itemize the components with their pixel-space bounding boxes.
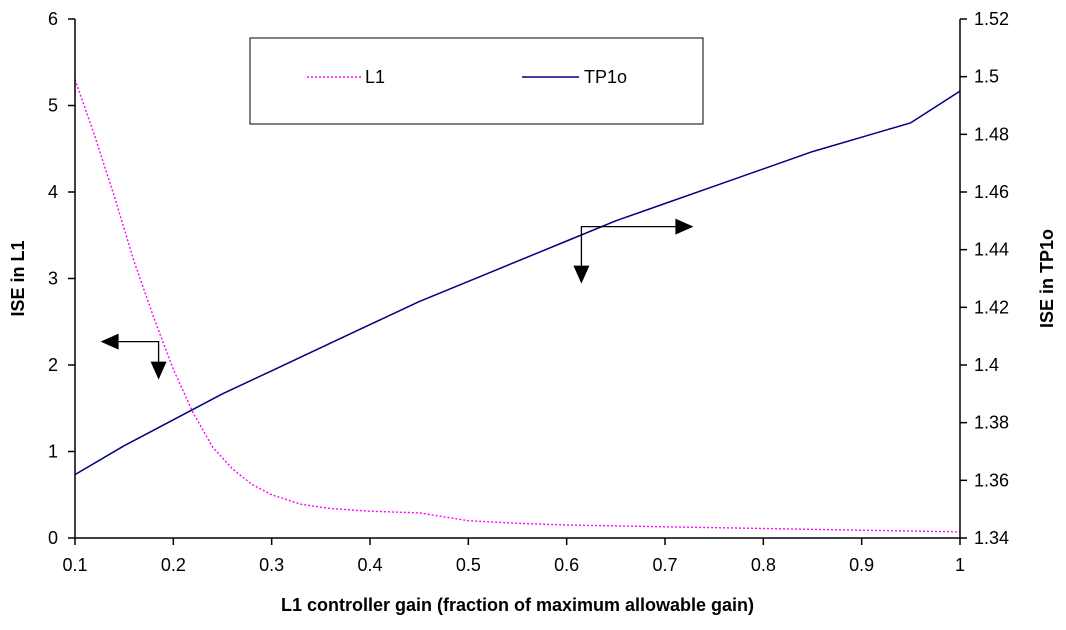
legend-box xyxy=(249,37,704,125)
legend-label-tp1o: TP1o xyxy=(584,67,627,87)
y-left-tick-label: 4 xyxy=(48,182,58,202)
annotation-arrowhead xyxy=(100,333,119,350)
series-line-tp1o xyxy=(74,90,961,476)
x-tick-label: 0.7 xyxy=(652,555,677,575)
annotation-arrow-right-axis xyxy=(573,218,694,284)
x-tick-label: 0.6 xyxy=(554,555,579,575)
y-left-tick-label: 5 xyxy=(48,96,58,116)
y-right-tick-label: 1.48 xyxy=(974,124,1009,144)
x-tick-label: 0.4 xyxy=(357,555,382,575)
x-axis-title: L1 controller gain (fraction of maximum … xyxy=(281,595,754,615)
y-axis-right-title: ISE in TP1o xyxy=(1037,229,1057,328)
annotation-arrowhead xyxy=(573,265,590,284)
y-right-tick-label: 1.34 xyxy=(974,528,1009,548)
annotation-arrowhead xyxy=(675,218,694,235)
series-line-l1 xyxy=(74,79,961,533)
x-tick-label: 0.3 xyxy=(259,555,284,575)
y-left-tick-label: 1 xyxy=(48,442,58,462)
y-left-tick-label: 0 xyxy=(48,528,58,548)
annotation-arrow-left-axis xyxy=(100,333,167,380)
x-tick-label: 0.8 xyxy=(751,555,776,575)
y-right-tick-label: 1.42 xyxy=(974,297,1009,317)
y-right-tick-label: 1.4 xyxy=(974,355,999,375)
series-layer xyxy=(74,79,961,533)
annotation-layer xyxy=(100,218,694,380)
y-right-tick-label: 1.5 xyxy=(974,67,999,87)
y-right-tick-label: 1.38 xyxy=(974,413,1009,433)
x-tick-label: 0.5 xyxy=(456,555,481,575)
x-tick-label: 0.2 xyxy=(161,555,186,575)
y-left-tick-label: 6 xyxy=(48,9,58,29)
legend-label-l1: L1 xyxy=(365,67,385,87)
y-right-tick-label: 1.52 xyxy=(974,9,1009,29)
y-right-tick-label: 1.46 xyxy=(974,182,1009,202)
annotation-bracket xyxy=(116,340,160,364)
annotation-arrowhead xyxy=(150,361,167,380)
y-left-tick-label: 2 xyxy=(48,355,58,375)
y-right-tick-label: 1.36 xyxy=(974,470,1009,490)
legend: L1 TP1o xyxy=(249,37,704,125)
x-tick-label: 1 xyxy=(955,555,965,575)
y-left-tick-label: 3 xyxy=(48,269,58,289)
x-tick-label: 0.1 xyxy=(62,555,87,575)
annotation-bracket xyxy=(580,225,678,268)
y-axis-left-title: ISE in L1 xyxy=(8,240,28,316)
y-right-tick-label: 1.44 xyxy=(974,240,1009,260)
x-tick-label: 0.9 xyxy=(849,555,874,575)
axis-layer: 0.1 0.2 0.3 0.4 0.5 0.6 0.7 0.8 0.9 1 0 1 2 3 4 5 6 1.34 1… xyxy=(48,9,1009,575)
